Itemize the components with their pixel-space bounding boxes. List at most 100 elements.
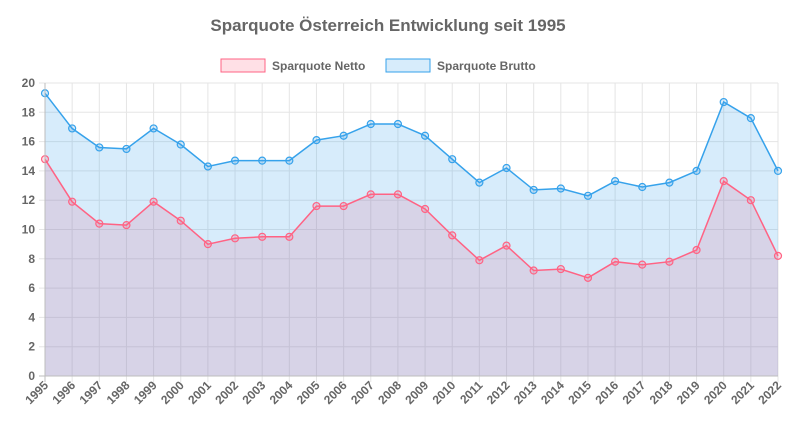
- data-point-netto[interactable]: [611, 257, 620, 266]
- data-point-brutto[interactable]: [312, 136, 321, 145]
- area-netto: [45, 159, 778, 376]
- x-axis-ticks: 1995199619971998199920002001200220032004…: [22, 378, 784, 407]
- x-tick-label: 2010: [430, 378, 459, 407]
- data-point-brutto[interactable]: [611, 177, 620, 186]
- data-point-brutto[interactable]: [638, 182, 647, 192]
- data-point-netto[interactable]: [448, 231, 457, 240]
- legend-item-brutto[interactable]: Sparquote Brutto: [385, 58, 536, 73]
- data-point-brutto[interactable]: [665, 178, 674, 187]
- data-point-netto[interactable]: [176, 216, 185, 225]
- x-tick-label: 2006: [321, 378, 350, 407]
- data-point-netto[interactable]: [773, 251, 783, 260]
- data-point-brutto[interactable]: [773, 166, 783, 175]
- legend-swatch-netto: [220, 58, 266, 73]
- x-tick-label: 2021: [728, 378, 757, 407]
- data-point-netto[interactable]: [149, 197, 158, 206]
- data-point-brutto[interactable]: [583, 191, 593, 200]
- data-point-netto[interactable]: [502, 241, 511, 250]
- data-point-brutto[interactable]: [203, 162, 212, 171]
- x-tick-label: 2017: [620, 378, 649, 407]
- data-point-brutto[interactable]: [529, 185, 538, 195]
- legend-item-netto[interactable]: Sparquote Netto: [220, 58, 365, 73]
- data-point-netto[interactable]: [692, 245, 701, 255]
- data-point-netto[interactable]: [665, 257, 674, 266]
- data-point-brutto[interactable]: [176, 140, 185, 149]
- y-tick-label: 2: [28, 340, 35, 354]
- data-point-netto[interactable]: [285, 232, 294, 241]
- legend-swatch-brutto: [385, 58, 431, 73]
- data-point-netto[interactable]: [312, 201, 321, 211]
- area-brutto: [45, 93, 778, 377]
- data-point-netto[interactable]: [638, 260, 647, 269]
- y-grid: [39, 82, 778, 377]
- x-tick-label: 2002: [212, 378, 241, 407]
- data-point-brutto[interactable]: [230, 156, 240, 165]
- data-point-netto[interactable]: [529, 266, 538, 275]
- data-point-brutto[interactable]: [746, 114, 755, 123]
- data-point-brutto[interactable]: [719, 97, 728, 107]
- data-point-brutto[interactable]: [475, 178, 484, 187]
- data-point-netto[interactable]: [475, 256, 484, 265]
- series-points: [40, 89, 783, 282]
- x-tick-label: 2015: [565, 378, 594, 407]
- data-point-brutto[interactable]: [258, 156, 267, 165]
- y-axis-ticks: 0 2 4 6 8 10 12 14 16 18 20: [22, 76, 36, 383]
- x-tick-label: 2018: [647, 378, 676, 407]
- legend-label-netto: Sparquote Netto: [272, 59, 365, 73]
- x-tick-label: 2009: [402, 378, 431, 407]
- data-point-netto[interactable]: [556, 264, 565, 274]
- data-point-netto[interactable]: [230, 234, 240, 243]
- data-point-brutto[interactable]: [285, 156, 294, 165]
- data-point-brutto[interactable]: [556, 184, 565, 193]
- x-tick-label: 2016: [592, 378, 621, 407]
- data-point-netto[interactable]: [366, 190, 375, 199]
- series-lines: [44, 92, 779, 279]
- y-tick-label: 10: [22, 223, 36, 237]
- x-tick-label: 1997: [77, 378, 106, 407]
- data-point-netto[interactable]: [420, 204, 430, 214]
- data-point-brutto[interactable]: [420, 131, 430, 140]
- chart-title: Sparquote Österreich Entwicklung seit 19…: [210, 16, 565, 35]
- data-point-brutto[interactable]: [339, 131, 348, 140]
- x-tick-label: 2003: [240, 378, 269, 407]
- data-point-brutto[interactable]: [122, 144, 131, 154]
- data-point-brutto[interactable]: [366, 119, 375, 129]
- x-tick-label: 2019: [674, 378, 703, 407]
- data-point-brutto[interactable]: [68, 124, 77, 133]
- x-tick-label: 2005: [294, 378, 323, 407]
- y-tick-label: 18: [22, 105, 36, 119]
- data-point-netto[interactable]: [583, 273, 593, 282]
- legend: Sparquote Netto Sparquote Brutto: [220, 58, 536, 73]
- x-tick-label: 1998: [104, 378, 133, 407]
- data-point-netto[interactable]: [95, 219, 104, 228]
- y-tick-label: 12: [22, 193, 36, 207]
- data-point-brutto[interactable]: [692, 166, 701, 175]
- data-point-brutto[interactable]: [448, 155, 457, 164]
- data-point-netto[interactable]: [719, 177, 728, 186]
- data-point-netto[interactable]: [258, 232, 267, 241]
- x-tick-label: 2007: [348, 378, 377, 407]
- x-tick-label: 2014: [538, 378, 567, 407]
- data-point-netto[interactable]: [339, 201, 348, 211]
- x-tick-label: 2020: [701, 378, 730, 407]
- x-tick-label: 2013: [511, 378, 540, 407]
- line-brutto: [44, 92, 779, 197]
- data-point-brutto[interactable]: [393, 119, 403, 129]
- data-point-netto[interactable]: [122, 221, 131, 230]
- x-tick-label: 1996: [49, 378, 78, 407]
- x-tick-label: 2022: [755, 378, 784, 407]
- data-point-brutto[interactable]: [502, 163, 511, 173]
- data-point-brutto[interactable]: [149, 124, 158, 133]
- x-tick-label: 2004: [267, 378, 296, 407]
- data-point-brutto[interactable]: [95, 143, 104, 152]
- y-tick-label: 14: [22, 164, 36, 178]
- data-point-netto[interactable]: [68, 197, 77, 206]
- y-tick-label: 16: [22, 135, 36, 149]
- legend-label-brutto: Sparquote Brutto: [437, 59, 536, 73]
- x-tick-label: 1999: [131, 378, 160, 407]
- data-point-netto[interactable]: [393, 190, 403, 199]
- data-point-netto[interactable]: [203, 240, 212, 249]
- data-point-netto[interactable]: [746, 196, 755, 205]
